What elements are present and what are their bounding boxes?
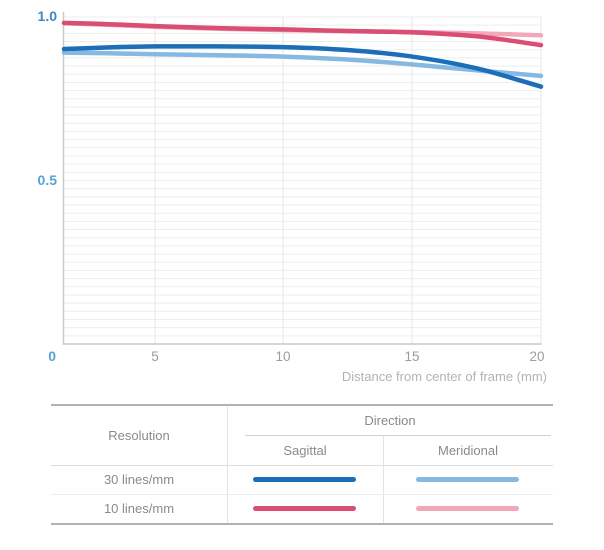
sagittal-column-header: Sagittal (283, 442, 327, 458)
swatch-10-meridional (416, 506, 519, 511)
meridional-column-header: Meridional (438, 442, 498, 458)
vertical-gridlines (154, 17, 542, 344)
swatch-30-sagittal (253, 477, 356, 482)
axes (62, 12, 542, 345)
resolution-header: Resolution (108, 428, 170, 443)
x-tick-5: 5 (151, 349, 159, 364)
legend-table: Resolution Direction Sagittal Meridional… (51, 404, 553, 525)
x-tick-20: 20 (529, 349, 544, 364)
swatch-10-sagittal (253, 506, 356, 511)
curve-10-lines-mm-sagittal (61, 20, 544, 48)
row-label-30-lines: 30 lines/mm (103, 472, 175, 487)
y-tick-0: 0 (48, 348, 56, 364)
direction-underline (245, 435, 551, 436)
curve-30-lines-mm-sagittal (61, 44, 544, 89)
x-tick-15: 15 (404, 349, 419, 364)
column-divider (383, 435, 384, 523)
y-tick-0-5: 0.5 (38, 172, 58, 188)
swatch-30-meridional (416, 477, 519, 482)
mtf-curves (61, 20, 544, 89)
horizontal-gridlines (64, 16, 541, 337)
direction-header: Direction (364, 412, 416, 428)
axis-labels: 1.0 0.5 0 5 10 15 20 Distance from center of fr… (38, 8, 547, 384)
column-divider (227, 406, 228, 523)
row-label-10-lines: 10 lines/mm (103, 501, 175, 516)
y-tick-1-0: 1.0 (38, 8, 58, 24)
x-axis-title: Distance from center of frame (mm) (342, 369, 547, 384)
x-tick-10: 10 (275, 349, 290, 364)
curve-30-lines-mm-meridional (61, 50, 544, 79)
row-divider (51, 494, 553, 495)
header-row-divider (51, 465, 553, 466)
mtf-chart: 1.0 0.5 0 5 10 15 20 Distance from center of fr… (38, 8, 547, 384)
